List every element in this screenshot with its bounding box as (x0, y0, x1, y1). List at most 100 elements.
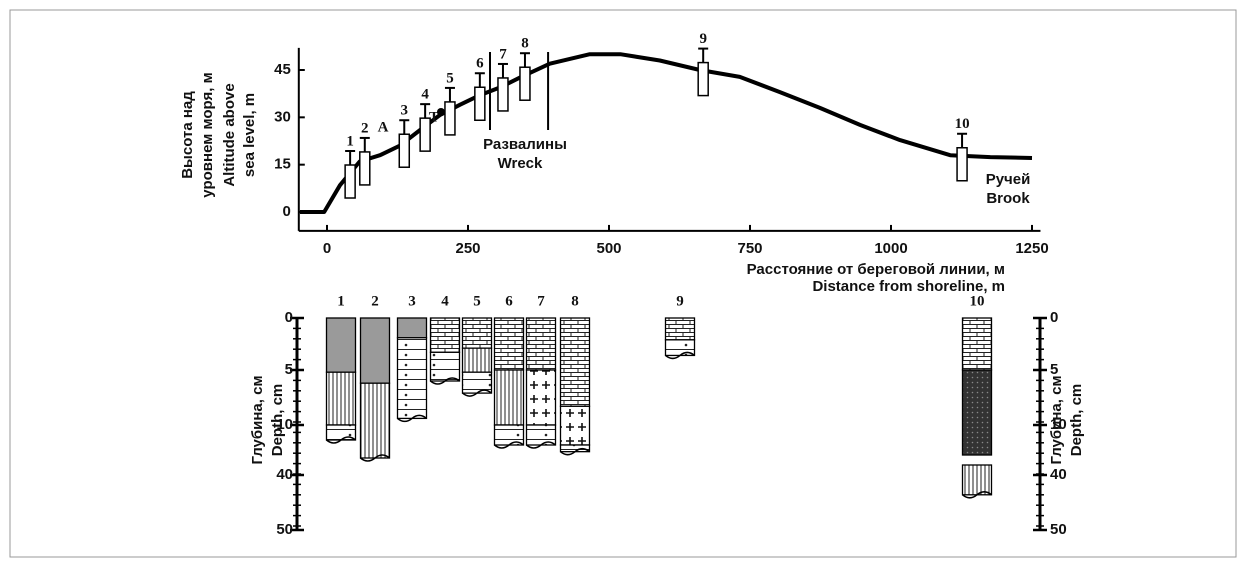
soil-layer (396, 337, 428, 420)
sample-label: 10 (955, 116, 970, 132)
profile-line (299, 52, 1033, 214)
depth-tick-label: 0 (1050, 309, 1058, 326)
soil-layer (559, 317, 591, 407)
x-tick-label: 250 (455, 240, 480, 257)
depth-tick-label: 10 (1050, 416, 1067, 433)
depth-tick-label: 50 (1050, 521, 1067, 538)
sample-box (398, 133, 411, 168)
y-tick-label: 45 (274, 61, 291, 78)
column-label: 7 (537, 293, 545, 309)
sample-box (474, 86, 486, 121)
depth-tick-label: 0 (285, 309, 293, 326)
depth-tick-label: 5 (1050, 361, 1058, 378)
sample-box (444, 101, 456, 136)
sample-box (497, 77, 509, 112)
column-wavy-end (665, 351, 695, 360)
soil-layer (961, 464, 993, 496)
column-label: 10 (970, 293, 985, 309)
sample-label: 8 (521, 36, 529, 52)
soil-layer (525, 369, 557, 426)
depth-tick-label: 40 (276, 466, 293, 483)
sample-label: 3 (401, 103, 409, 119)
soil-layer (429, 317, 461, 353)
frame (9, 9, 1237, 558)
x-tick-label: 500 (596, 240, 621, 257)
y-axis-label: Altitude above (221, 83, 238, 186)
sample-box (956, 147, 968, 182)
annotation: Wreck (498, 155, 543, 172)
sample-label: 4 (421, 87, 429, 103)
column-wavy-end (360, 454, 390, 462)
sample-label: 5 (446, 70, 454, 86)
column-wavy-end (526, 441, 556, 449)
column-label: 5 (473, 293, 481, 309)
depth-axis-label: Глубина, см (249, 375, 266, 464)
annotation: Ручей (986, 171, 1031, 188)
soil-layer (559, 405, 591, 446)
soil-layer (525, 317, 557, 371)
column-wavy-end (326, 436, 356, 444)
column-label: 1 (337, 293, 345, 309)
depth-tick-label: 40 (1050, 466, 1067, 483)
soil-layer (325, 317, 357, 373)
x-tick-label: 1000 (874, 240, 907, 257)
soil-layer (461, 317, 493, 349)
soil-layer (325, 371, 357, 426)
sample-box (697, 61, 709, 97)
x-axis-label: Distance from shoreline, m (812, 278, 1005, 295)
column-wavy-end (494, 441, 524, 449)
y-tick-label: 0 (282, 203, 290, 220)
sample-box (519, 66, 531, 101)
annotation: A (378, 119, 389, 135)
soil-layer (559, 444, 591, 453)
annotation: Brook (986, 190, 1030, 207)
y-axis-label: sea level, m (241, 93, 258, 177)
column-wavy-end (397, 414, 427, 423)
depth-tick-label: 50 (276, 521, 293, 538)
soil-layer (961, 369, 993, 456)
y-axis-label: уровнем моря, м (199, 72, 216, 197)
depth-tick-label: 10 (276, 416, 293, 433)
y-tick-label: 30 (274, 108, 291, 125)
soil-layer (359, 382, 391, 459)
sample-label: 7 (499, 46, 507, 62)
soil-layer (396, 317, 428, 339)
depth-tick-label: 5 (285, 361, 293, 378)
sample-label: 6 (476, 56, 484, 72)
x-tick-label: 0 (323, 240, 331, 257)
soil-layer (493, 369, 525, 426)
y-tick-label: 15 (274, 156, 291, 173)
column-wavy-end (462, 389, 492, 397)
sample-label: 1 (346, 133, 354, 149)
column-label: 3 (408, 293, 416, 309)
depth-axis-label: Depth, cm (1068, 384, 1085, 457)
annotation: Развалины (483, 136, 567, 153)
x-tick-label: 1250 (1015, 240, 1048, 257)
soil-layer (429, 351, 461, 382)
soil-layer (359, 317, 391, 384)
soil-layer (493, 317, 525, 371)
marker-dot (437, 108, 445, 116)
depth-axis-label: Depth, cm (269, 384, 286, 457)
sample-box (344, 164, 356, 199)
column-wavy-end (430, 377, 460, 385)
x-tick-label: 750 (737, 240, 762, 257)
column-wavy-end (962, 491, 992, 499)
column-label: 4 (441, 293, 449, 309)
y-axis-label: Высота над (179, 91, 196, 179)
soil-layer (664, 317, 696, 341)
soil-layer (461, 347, 493, 373)
column-label: 2 (371, 293, 379, 309)
sample-box (359, 151, 371, 186)
column-label: 8 (571, 293, 579, 309)
soil-layer (961, 317, 993, 371)
column-label: 9 (676, 293, 684, 309)
annotation: T (429, 109, 439, 125)
column-label: 6 (505, 293, 513, 309)
depth-axis-label: Глубина, см (1048, 375, 1065, 464)
sample-label: 9 (699, 31, 707, 47)
x-axis-label: Расстояние от береговой линии, м (747, 261, 1005, 278)
